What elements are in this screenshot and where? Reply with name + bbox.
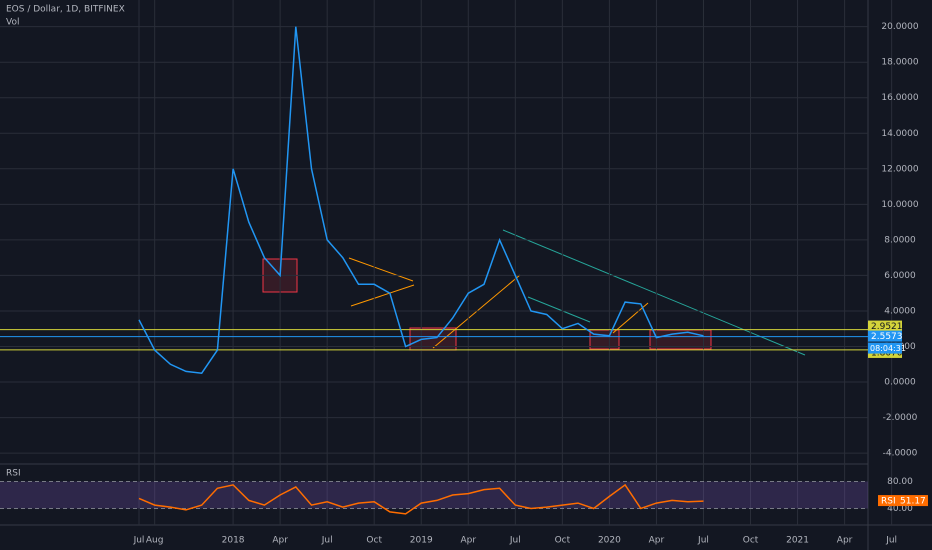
y-tick-label: 10.0000 bbox=[881, 200, 918, 210]
x-tick-label: Jul bbox=[697, 536, 709, 546]
rsi-badge bbox=[878, 495, 928, 507]
x-tick-label: Apr bbox=[272, 536, 288, 546]
y-tick-label: 6.0000 bbox=[884, 271, 916, 281]
price-badge-label: 2.5573 bbox=[871, 332, 903, 342]
x-tick-label: Jul bbox=[509, 536, 521, 546]
countdown-badge bbox=[868, 342, 902, 354]
price-badge bbox=[868, 330, 902, 342]
rsi-title: RSI bbox=[6, 469, 21, 479]
price-badge bbox=[868, 320, 902, 332]
y-tick-label: -2.0000 bbox=[883, 413, 918, 423]
x-tick-label: Oct bbox=[366, 536, 382, 546]
y-tick-label: 14.0000 bbox=[881, 129, 918, 139]
rsi-badge-value: 51.17 bbox=[900, 497, 926, 507]
price-badge-label: 2.9521 bbox=[871, 322, 903, 332]
trendline bbox=[432, 274, 521, 349]
chart-title: EOS / Dollar, 1D, BITFINEX bbox=[6, 5, 125, 15]
price-line-series bbox=[138, 26, 704, 374]
x-tick-label: Aug bbox=[146, 536, 164, 546]
x-tick-label: Jul bbox=[321, 536, 333, 546]
y-tick-label: 8.0000 bbox=[884, 235, 916, 245]
x-tick-label: 2020 bbox=[598, 536, 621, 546]
trendline bbox=[502, 229, 806, 356]
trendline bbox=[527, 296, 591, 323]
trendline bbox=[350, 284, 415, 307]
x-tick-label: 2019 bbox=[410, 536, 433, 546]
rsi-tick-label: 40.00 bbox=[887, 504, 913, 514]
y-tick-label: 4.0000 bbox=[884, 306, 916, 316]
y-tick-label: 0.0000 bbox=[884, 378, 916, 388]
rsi-line bbox=[138, 483, 704, 515]
x-tick-label: 2021 bbox=[786, 536, 809, 546]
x-tick-label: Apr bbox=[649, 536, 665, 546]
y-tick-label: 18.0000 bbox=[881, 58, 918, 68]
rsi-tick-label: 80.00 bbox=[887, 477, 913, 487]
x-tick-label: Apr bbox=[460, 536, 476, 546]
x-tick-label: Oct bbox=[743, 536, 759, 546]
trendline bbox=[348, 257, 414, 282]
rsi-band bbox=[0, 481, 868, 509]
x-tick-label: Oct bbox=[555, 536, 571, 546]
x-tick-label: 2018 bbox=[222, 536, 245, 546]
x-tick-label: Apr bbox=[837, 536, 853, 546]
y-tick-label: 16.0000 bbox=[881, 93, 918, 103]
y-tick-label: 12.0000 bbox=[881, 164, 918, 174]
countdown: 08:04:31 bbox=[870, 344, 906, 353]
y-tick-label: 20.0000 bbox=[881, 22, 918, 32]
x-tick-label: Jul bbox=[885, 536, 897, 546]
volume-label: Vol bbox=[6, 18, 19, 28]
rsi-badge-title: RSI bbox=[881, 497, 896, 507]
y-tick-label: -4.0000 bbox=[883, 449, 918, 459]
x-tick-label: Jul bbox=[133, 536, 145, 546]
